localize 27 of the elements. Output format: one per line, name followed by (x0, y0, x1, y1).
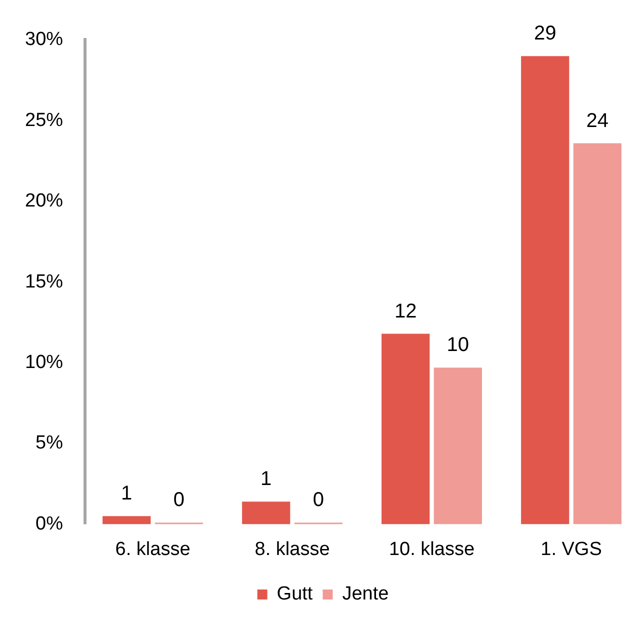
bar (242, 502, 290, 524)
data-label: 29 (534, 22, 556, 45)
data-label: 0 (312, 489, 324, 512)
bar (573, 143, 622, 524)
data-label: 10 (446, 334, 470, 356)
bar (434, 368, 482, 524)
y-tick-label: 5% (36, 432, 64, 454)
data-label: 24 (586, 110, 609, 132)
x-tick-label: 10. klasse (388, 538, 475, 560)
y-tick-label: 10% (24, 352, 64, 374)
data-label: 1 (121, 482, 132, 505)
bar (521, 56, 570, 524)
data-label: 12 (394, 300, 417, 322)
data-label: 1 (260, 468, 272, 490)
y-tick-label: 15% (24, 271, 64, 292)
y-tick-label: 20% (24, 190, 64, 212)
legend-label: Gutt (276, 584, 314, 605)
data-label: 0 (173, 489, 184, 512)
bar (102, 516, 151, 524)
legend-label: Jente (342, 584, 389, 605)
x-tick-label: 8. klasse (254, 538, 330, 560)
y-tick-label: 0% (36, 513, 64, 534)
y-tick-label: 25% (24, 110, 64, 131)
y-tick-label: 30% (24, 29, 64, 50)
x-tick-label: 1. VGS (540, 538, 602, 560)
x-tick-label: 6. klasse (115, 538, 190, 560)
bar (382, 334, 430, 524)
